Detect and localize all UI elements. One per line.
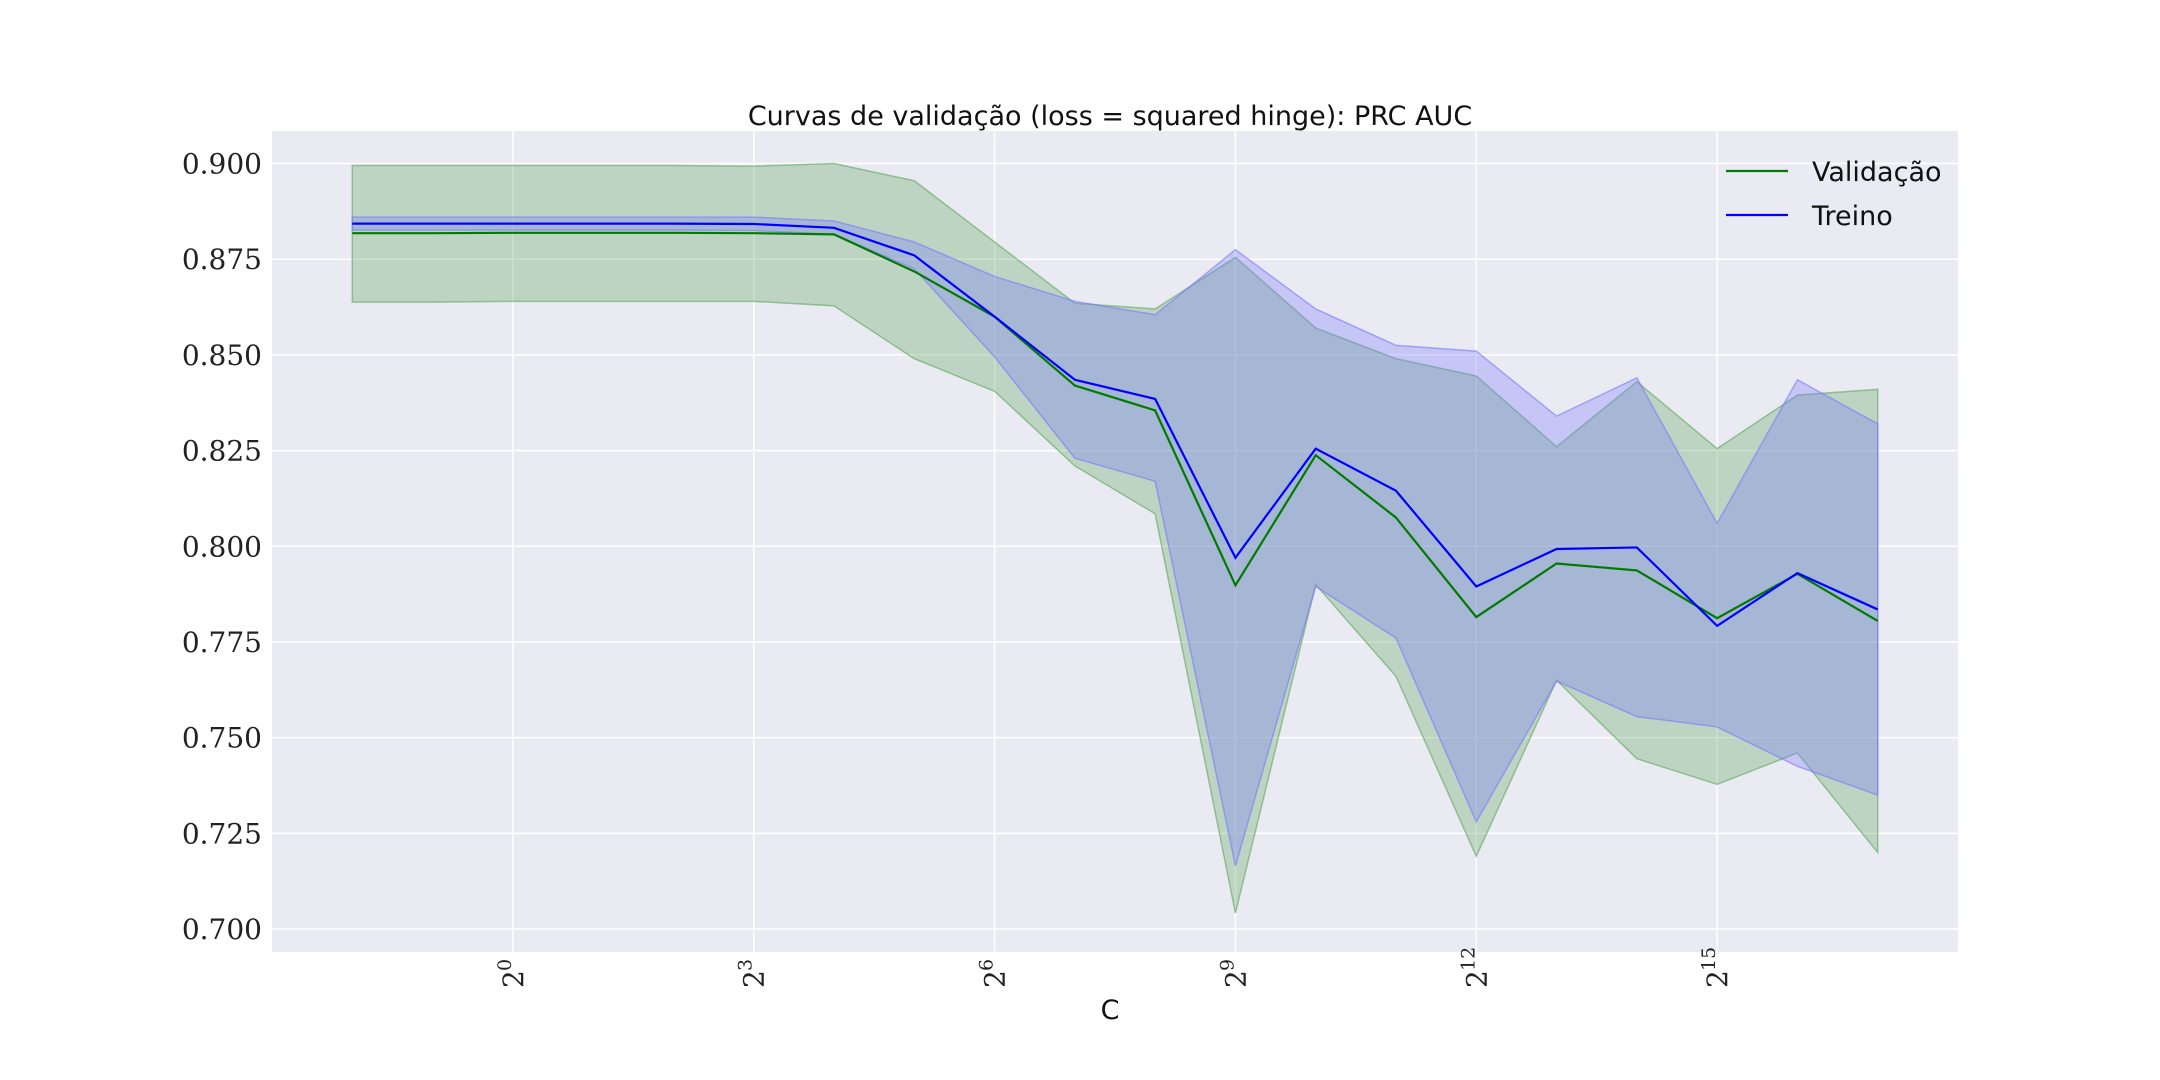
x-tick-base: 2 bbox=[1219, 970, 1252, 988]
x-tick-label: 212 bbox=[1457, 947, 1493, 988]
legend-label-1: Treino bbox=[1811, 201, 1893, 232]
y-tick-label: 0.850 bbox=[182, 339, 262, 372]
legend: Validação Treino bbox=[1726, 157, 1942, 232]
plot-area bbox=[272, 131, 1958, 952]
y-tick-label: 0.875 bbox=[182, 243, 262, 276]
x-tick-label: 215 bbox=[1698, 947, 1734, 988]
y-tick-label: 0.900 bbox=[182, 148, 262, 181]
y-axis-ticks: 0.700 0.725 0.750 0.775 0.800 0.825 0.850 0.875… bbox=[182, 148, 262, 947]
x-tick-base: 2 bbox=[1701, 970, 1734, 988]
x-tick-base: 2 bbox=[979, 970, 1012, 988]
y-tick-label: 0.700 bbox=[182, 913, 262, 946]
y-tick-label: 0.825 bbox=[182, 435, 262, 468]
x-tick-base: 2 bbox=[738, 970, 771, 988]
series-lines bbox=[352, 222, 1879, 628]
y-tick-label: 0.725 bbox=[182, 817, 262, 850]
x-tick-exponent: 9 bbox=[1216, 959, 1238, 971]
x-tick-base: 2 bbox=[497, 970, 530, 988]
band-0 bbox=[351, 162, 1879, 914]
legend-label-0: Validação bbox=[1812, 157, 1942, 188]
series-line-0 bbox=[352, 231, 1879, 622]
y-tick-label: 0.750 bbox=[182, 722, 262, 755]
grid bbox=[272, 131, 1958, 952]
x-tick-exponent: 3 bbox=[735, 959, 757, 971]
x-tick-label: 20 bbox=[494, 959, 530, 988]
x-axis-label: C bbox=[1101, 995, 1120, 1026]
x-tick-label: 26 bbox=[976, 959, 1012, 988]
y-tick-label: 0.775 bbox=[182, 626, 262, 659]
x-tick-exponent: 12 bbox=[1457, 947, 1479, 971]
x-tick-exponent: 15 bbox=[1698, 947, 1720, 971]
x-tick-exponent: 0 bbox=[494, 959, 516, 971]
x-tick-label: 29 bbox=[1216, 959, 1252, 988]
chart-title: Curvas de validação (loss = squared hing… bbox=[748, 101, 1472, 132]
x-tick-base: 2 bbox=[1460, 970, 1493, 988]
series-line-1 bbox=[352, 222, 1879, 628]
y-tick-label: 0.800 bbox=[182, 530, 262, 563]
x-tick-label: 23 bbox=[735, 959, 771, 988]
x-tick-exponent: 6 bbox=[976, 959, 998, 971]
